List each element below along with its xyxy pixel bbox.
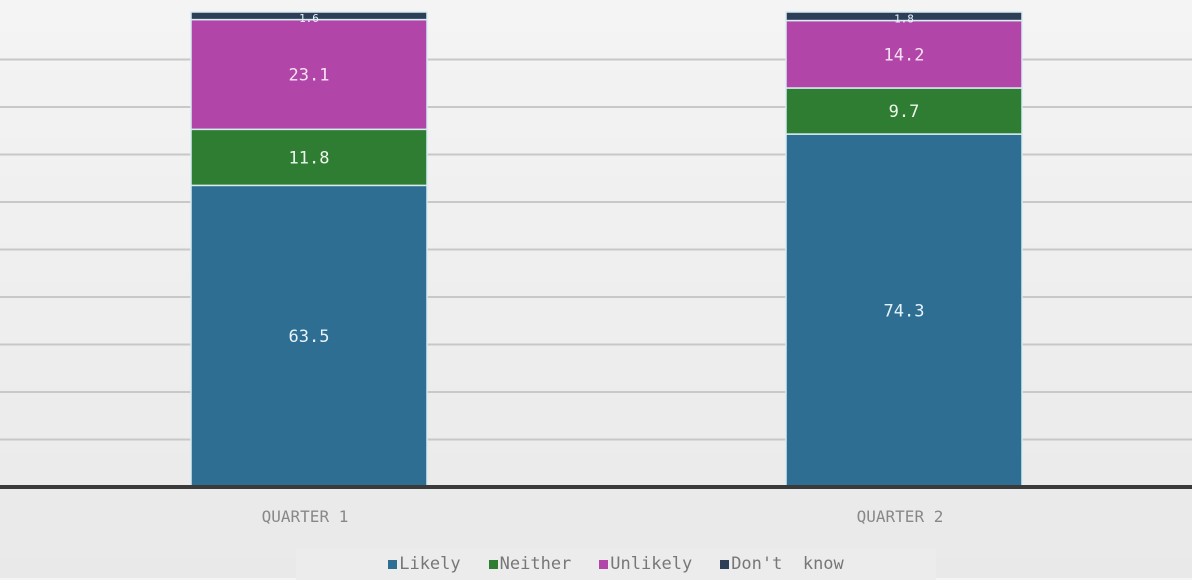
legend-item: Likely [388,554,461,574]
legend-item: Unlikely [599,554,692,574]
data-label: 74.3 [884,302,925,322]
bar-segment [190,18,428,131]
x-tick-label: QUARTER 2 [857,507,944,526]
legend-swatch [488,559,498,569]
legend-swatch [720,559,730,569]
bar-segment [785,19,1023,89]
bar-segment [190,128,428,187]
bar-segment [785,87,1023,135]
bar-segment [190,184,428,488]
legend-swatch [388,559,398,569]
data-label: 1.8 [894,12,914,25]
data-label: 1.6 [299,12,319,25]
data-label: 9.7 [889,102,920,122]
legend: Likely Neither Unlikely Don't know [296,548,936,580]
legend-label: Don't know [731,554,844,574]
bar-segment [785,11,1023,22]
legend-item: Don't know [720,554,844,574]
legend-label: Likely [399,554,461,574]
data-label: 14.2 [884,45,925,65]
bars: 63.5 11.8 23.1 1.6 74.3 9.7 14.2 1.8 [190,11,1023,488]
legend-label: Unlikely [610,554,693,574]
bar-segment [190,11,428,21]
data-label: 11.8 [289,148,330,168]
data-label: 63.5 [289,327,330,347]
bar-segment [785,133,1023,488]
legend-item: Neither [488,554,572,574]
data-label: 23.1 [289,65,330,85]
legend-label: Neither [499,554,572,574]
x-tick-labels: QUARTER 1 QUARTER 2 [262,507,944,526]
x-tick-label: QUARTER 1 [262,507,349,526]
legend-swatch [599,559,609,569]
